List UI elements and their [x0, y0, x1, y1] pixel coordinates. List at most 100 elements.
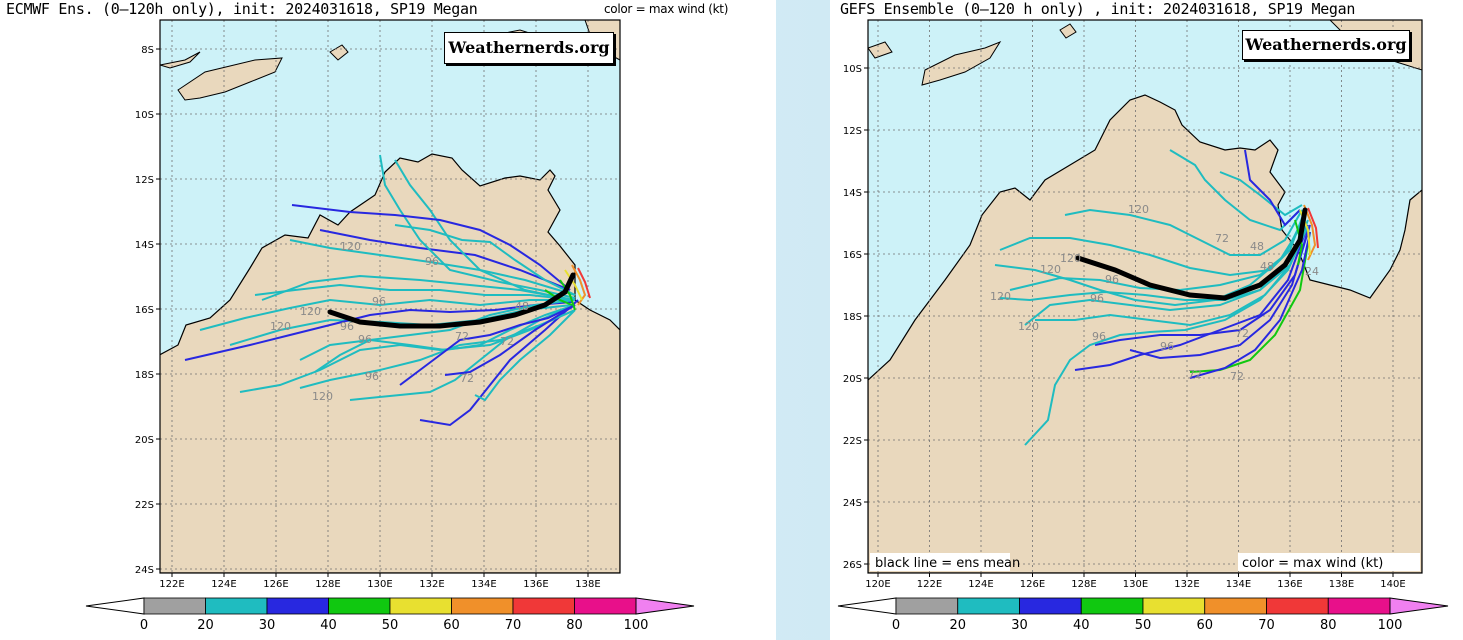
legend-note-box: [1238, 553, 1420, 571]
colorbar-tick-label: 20: [197, 618, 214, 633]
lat-label: 12S: [135, 175, 154, 186]
colorbar-bin: [512, 597, 575, 615]
lat-label: 20S: [135, 435, 154, 446]
forecast-hour-label: 96: [1092, 330, 1106, 343]
lon-label: 132E: [1174, 579, 1199, 590]
ecmwf-legend-note: color = max wind (kt): [604, 2, 729, 16]
map-frame: [867, 19, 1423, 574]
colorbar-bin: [957, 597, 1020, 615]
colorbar-bin: [895, 597, 959, 615]
forecast-hour-label: 96: [340, 320, 354, 333]
australia-mainland: [868, 94, 1422, 573]
gefs-map: black line = ens mean color = max wind (…: [837, 19, 1449, 633]
lat-label: 12S: [843, 126, 862, 137]
lon-label: 126E: [1020, 579, 1045, 590]
colorbar-tick-label: 20: [949, 618, 966, 633]
sumba-island: [160, 51, 201, 69]
forecast-hour-label: 96: [358, 333, 372, 346]
forecast-hour-label: 96: [425, 255, 439, 268]
colorbar-tick-label: 70: [1258, 618, 1275, 633]
colorbar-tick-label: 50: [1135, 618, 1152, 633]
lat-label: 18S: [135, 370, 154, 381]
forecast-hour-label: 48: [515, 300, 529, 313]
colorbar-bin: [266, 597, 329, 615]
forecast-hour-label: 120: [1128, 203, 1149, 216]
forecast-hour-label: 96: [1160, 340, 1174, 353]
forecast-hour-label: 96: [1105, 273, 1119, 286]
lat-label: 18S: [843, 312, 862, 323]
tanimbar-island: [1059, 23, 1077, 39]
timor-island: [921, 40, 1002, 86]
forecast-hour-label: 120: [312, 390, 333, 403]
forecast-hour-label: 72: [1215, 232, 1229, 245]
map-frame: [159, 19, 621, 574]
colorbar-tick-label: 50: [382, 618, 399, 633]
lon-label: 138E: [575, 579, 600, 590]
ecmwf-hour-labels: 120 120 120 96 96 96 96 72 72 72 48 120 96: [270, 240, 529, 403]
ecmwf-ensemble-mean: [327, 272, 576, 329]
forecast-hour-label: 120: [300, 305, 321, 318]
ecmwf-storm-origin: [544, 264, 591, 311]
lon-label: 140E: [1380, 579, 1405, 590]
forecast-hour-label: 120: [1018, 320, 1039, 333]
lat-label: 24S: [135, 565, 154, 576]
lon-label: 134E: [1226, 579, 1251, 590]
forecast-hour-label: 120: [1060, 252, 1081, 265]
lon-label: 132E: [419, 579, 444, 590]
sumba-island: [868, 41, 893, 59]
forecast-hour-label: 96: [372, 295, 386, 308]
colorbar-min-arrow: [85, 597, 145, 615]
forecast-hour-label: 120: [270, 320, 291, 333]
colorbar-tick-label: 40: [1073, 618, 1090, 633]
forecast-hour-label: 72: [1188, 368, 1202, 381]
forecast-hour-label: 48: [1250, 240, 1264, 253]
forecast-hour-label: 72: [460, 372, 474, 385]
gefs-ensemble-mean: [1075, 207, 1308, 301]
colorbar-tick-label: 70: [505, 618, 522, 633]
forecast-hour-label: 24: [1305, 265, 1319, 278]
colorbar-tick-label: 80: [1320, 618, 1337, 633]
forecast-hour-label: 72: [455, 330, 469, 343]
ecmwf-watermark: Weathernerds.org: [444, 32, 614, 64]
lat-label: 24S: [843, 498, 862, 509]
forecast-hour-label: 96: [1090, 292, 1104, 305]
lon-label: 136E: [1277, 579, 1302, 590]
colorbar-tick-label: 0: [892, 618, 900, 633]
colorbar-bin: [205, 597, 268, 615]
colorbar-min-arrow: [837, 597, 897, 615]
timor-island: [177, 57, 283, 101]
colorbar-bin: [389, 597, 452, 615]
ecmwf-colorbar: 0 20 30 40 50 60 70 80 100: [85, 597, 695, 633]
lat-label: 10S: [843, 64, 862, 75]
gefs-ensemble-tracks: [994, 149, 1311, 446]
colorbar-tick-label: 30: [259, 618, 276, 633]
lon-label: 124E: [968, 579, 993, 590]
lat-label: 26S: [843, 560, 862, 571]
ecmwf-title: ECMWF Ens. (0–120h only), init: 20240316…: [6, 0, 478, 18]
gefs-title: GEFS Ensemble (0–120 h only) , init: 202…: [840, 0, 1356, 18]
lon-label: 124E: [211, 579, 236, 590]
mean-note-box: [870, 553, 1010, 571]
lat-label: 14S: [135, 240, 154, 251]
colorbar-bin: [1266, 597, 1329, 615]
ecmwf-lat-labels: 8S 10S 12S 14S 16S 18S 20S 22S 24S: [135, 45, 160, 576]
colorbar-tick-label: 100: [624, 618, 649, 633]
forecast-hour-label: 72: [1235, 327, 1249, 340]
gefs-lon-labels: 120E 122E 124E 126E 128E 130E 132E 134E 136E 138E…: [865, 573, 1406, 590]
colorbar-bin: [1204, 597, 1267, 615]
colorbar-tick-label: 0: [140, 618, 148, 633]
lat-label: 20S: [843, 374, 862, 385]
gefs-legend-note: color = max wind (kt): [1242, 556, 1383, 571]
gefs-colorbar: 0 20 30 40 50 60 70 80 100: [837, 597, 1449, 633]
lat-label: 22S: [135, 500, 154, 511]
colorbar-bin: [574, 597, 637, 615]
colorbar-tick-label: 80: [566, 618, 583, 633]
ecmwf-ensemble-tracks: [184, 154, 579, 427]
gefs-watermark: Weathernerds.org: [1242, 30, 1410, 60]
forecast-hour-label: 72: [500, 335, 514, 348]
colorbar-bin: [1142, 597, 1206, 615]
colorbar-max-arrow: [1389, 597, 1449, 615]
colorbar-bin: [1327, 597, 1391, 615]
colorbar-tick-label: 60: [443, 618, 460, 633]
